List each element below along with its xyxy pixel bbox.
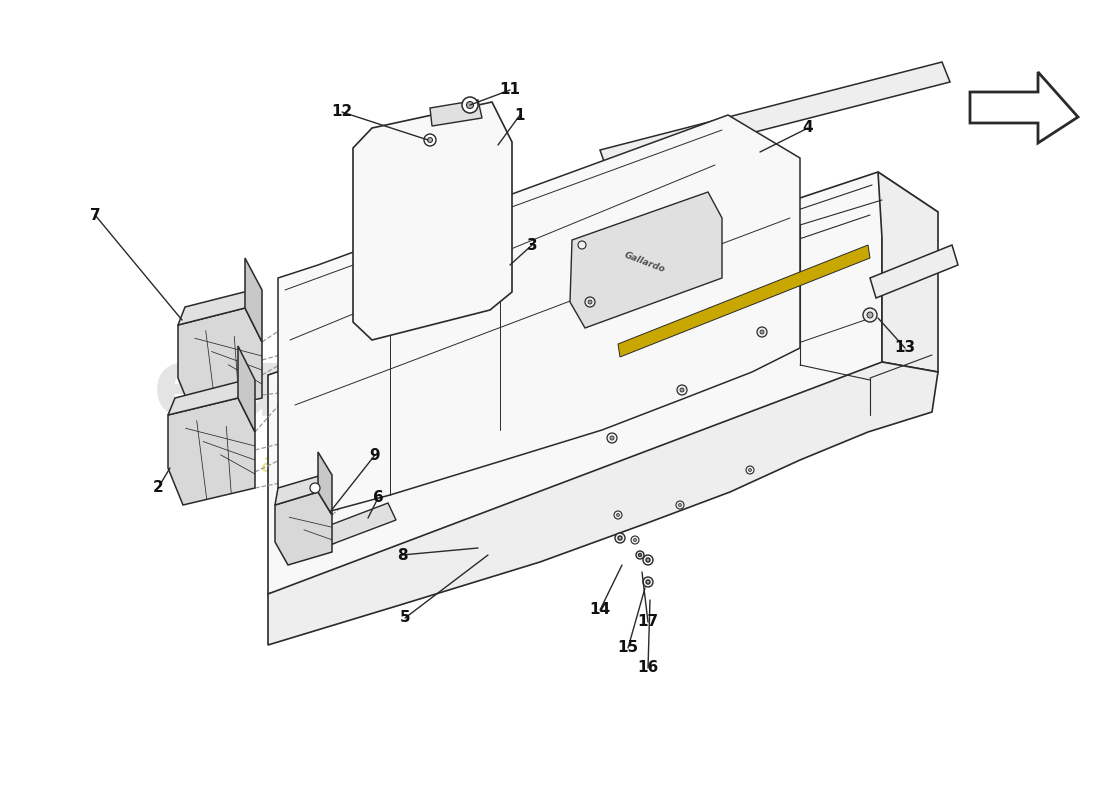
- Circle shape: [310, 483, 320, 493]
- Text: 6: 6: [373, 490, 384, 506]
- Circle shape: [867, 312, 873, 318]
- Text: 16: 16: [637, 661, 659, 675]
- Polygon shape: [878, 172, 938, 372]
- Circle shape: [760, 330, 764, 334]
- Polygon shape: [278, 115, 800, 522]
- Circle shape: [636, 551, 644, 559]
- Circle shape: [610, 436, 614, 440]
- Circle shape: [462, 97, 478, 113]
- Circle shape: [618, 536, 621, 540]
- Circle shape: [646, 558, 650, 562]
- Circle shape: [615, 533, 625, 543]
- Circle shape: [679, 503, 682, 506]
- Polygon shape: [570, 192, 722, 328]
- Circle shape: [424, 134, 436, 146]
- Text: 14: 14: [590, 602, 610, 618]
- Circle shape: [864, 308, 877, 322]
- Text: eurospares: eurospares: [153, 343, 768, 437]
- Polygon shape: [430, 100, 482, 126]
- Polygon shape: [618, 245, 870, 357]
- Polygon shape: [970, 72, 1078, 143]
- Circle shape: [757, 327, 767, 337]
- Text: a passion for parts since 1985: a passion for parts since 1985: [261, 452, 659, 478]
- Circle shape: [676, 501, 684, 509]
- Circle shape: [631, 536, 639, 544]
- Circle shape: [614, 511, 622, 519]
- Circle shape: [646, 580, 650, 584]
- Text: 7: 7: [90, 207, 100, 222]
- Text: 5: 5: [399, 610, 410, 626]
- Circle shape: [746, 466, 754, 474]
- Circle shape: [634, 538, 637, 542]
- Polygon shape: [275, 475, 322, 505]
- Text: 8: 8: [397, 547, 407, 562]
- Polygon shape: [353, 102, 512, 340]
- Polygon shape: [312, 503, 396, 548]
- Polygon shape: [600, 62, 950, 170]
- Polygon shape: [168, 398, 255, 505]
- Text: Gallardo: Gallardo: [624, 250, 667, 274]
- Circle shape: [578, 241, 586, 249]
- Polygon shape: [238, 346, 255, 432]
- Polygon shape: [318, 452, 332, 515]
- Circle shape: [428, 138, 432, 142]
- Text: 4: 4: [803, 121, 813, 135]
- Polygon shape: [245, 258, 262, 342]
- Text: 1: 1: [515, 107, 526, 122]
- Text: 17: 17: [637, 614, 659, 630]
- Circle shape: [466, 102, 473, 109]
- Polygon shape: [268, 362, 938, 645]
- Text: 12: 12: [331, 105, 353, 119]
- Circle shape: [680, 388, 684, 392]
- Text: 2: 2: [153, 481, 164, 495]
- Polygon shape: [870, 245, 958, 298]
- Circle shape: [585, 297, 595, 307]
- Text: 13: 13: [894, 341, 915, 355]
- Text: 3: 3: [527, 238, 537, 253]
- Circle shape: [676, 385, 688, 395]
- Text: 15: 15: [617, 641, 639, 655]
- Circle shape: [616, 514, 619, 517]
- Polygon shape: [178, 290, 252, 325]
- Polygon shape: [178, 308, 262, 415]
- Polygon shape: [275, 492, 332, 565]
- Text: 11: 11: [499, 82, 520, 98]
- Text: 9: 9: [370, 447, 381, 462]
- Circle shape: [588, 300, 592, 304]
- Polygon shape: [268, 172, 938, 594]
- Circle shape: [748, 469, 751, 471]
- Polygon shape: [168, 380, 245, 415]
- Circle shape: [644, 555, 653, 565]
- Circle shape: [607, 433, 617, 443]
- Circle shape: [638, 554, 641, 557]
- Circle shape: [644, 577, 653, 587]
